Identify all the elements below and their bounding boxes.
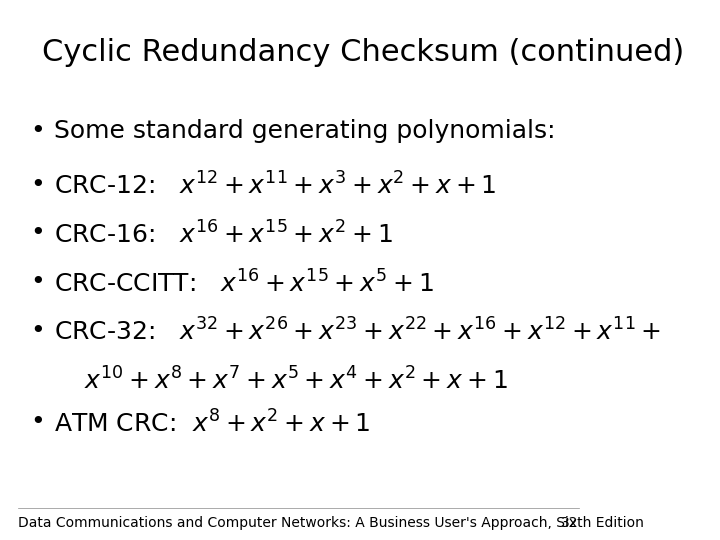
- Text: CRC-12:   $x^{12} + x^{11} + x^3 + x^2 + x + 1$: CRC-12: $x^{12} + x^{11} + x^3 + x^2 + x…: [54, 173, 496, 200]
- Text: $x^{10} + x^8 + x^7 + x^5 + x^4 + x^2 + x + 1$: $x^{10} + x^8 + x^7 + x^5 + x^4 + x^2 + …: [84, 367, 507, 394]
- Text: •: •: [30, 270, 45, 294]
- Text: Cyclic Redundancy Checksum (continued): Cyclic Redundancy Checksum (continued): [42, 38, 684, 67]
- Text: •: •: [30, 410, 45, 434]
- Text: CRC-32:   $x^{32} + x^{26} + x^{23} + x^{22} + x^{16} + x^{12} + x^{11} +$: CRC-32: $x^{32} + x^{26} + x^{23} + x^{2…: [54, 319, 661, 346]
- Text: Some standard generating polynomials:: Some standard generating polynomials:: [54, 119, 555, 143]
- Text: Data Communications and Computer Networks: A Business User's Approach, Sixth Edi: Data Communications and Computer Network…: [18, 516, 644, 530]
- Text: •: •: [30, 119, 45, 143]
- Text: 32: 32: [562, 516, 579, 530]
- Text: ATM CRC:  $x^8 + x^2 + x + 1$: ATM CRC: $x^8 + x^2 + x + 1$: [54, 410, 370, 437]
- Text: •: •: [30, 221, 45, 245]
- Text: CRC-CCITT:   $x^{16} + x^{15} + x^5 + 1$: CRC-CCITT: $x^{16} + x^{15} + x^5 + 1$: [54, 270, 433, 297]
- Text: •: •: [30, 173, 45, 197]
- Text: CRC-16:   $x^{16} + x^{15} + x^2 + 1$: CRC-16: $x^{16} + x^{15} + x^2 + 1$: [54, 221, 392, 248]
- Text: •: •: [30, 319, 45, 342]
